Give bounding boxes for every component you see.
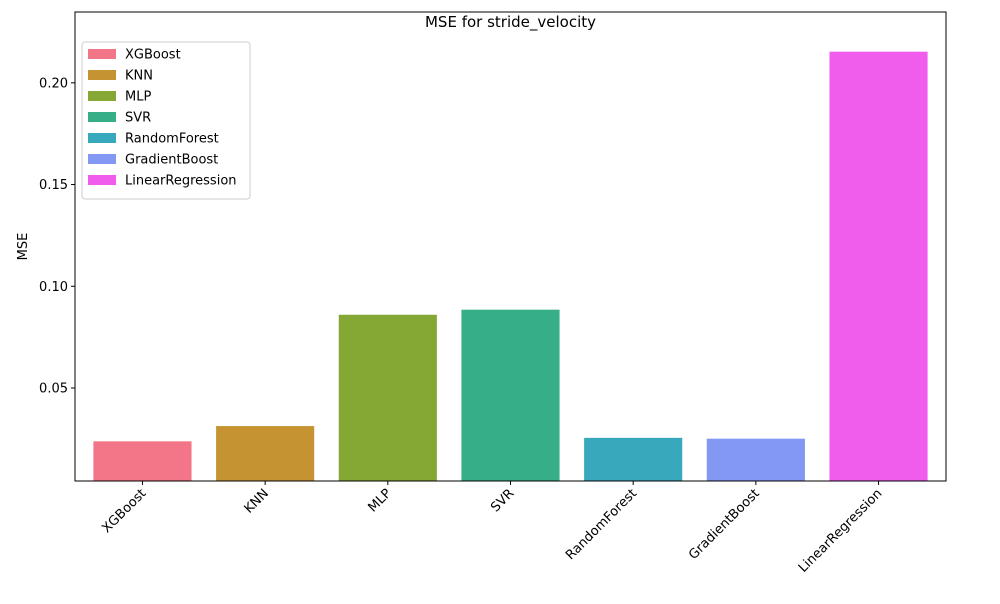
y-tick-label: 0.05 <box>39 382 68 397</box>
plot-frame <box>74 11 947 482</box>
bar-gradientboost <box>706 438 805 481</box>
bar-knn <box>216 426 315 481</box>
legend-swatch-linearregression <box>88 175 116 185</box>
bars-layer <box>93 51 928 482</box>
legend-label: SVR <box>125 111 151 126</box>
y-tick-label: 0.20 <box>39 76 68 91</box>
legend-label: KNN <box>125 69 153 84</box>
bar-randomforest <box>584 437 683 481</box>
legend-swatch-knn <box>88 70 116 80</box>
legend-label: MLP <box>125 90 151 105</box>
bar-svr <box>461 309 560 481</box>
y-tick-label: 0.10 <box>39 280 68 295</box>
legend-label: GradientBoost <box>125 153 218 168</box>
bar-xgboost <box>93 441 192 481</box>
bar-linearregression <box>829 51 928 482</box>
legend-swatch-svr <box>88 112 116 122</box>
bar-mlp <box>338 314 437 481</box>
legend-swatch-mlp <box>88 91 116 101</box>
legend-label: XGBoost <box>125 48 181 63</box>
legend-swatch-xgboost <box>88 49 116 59</box>
legend: XGBoost KNN MLP SVR RandomForest GradientBoos… <box>81 41 251 200</box>
y-axis-ticks: 0.05 0.10 0.15 0.20 <box>39 76 75 397</box>
legend-label: LinearRegression <box>125 174 237 189</box>
legend-label: RandomForest <box>125 132 219 147</box>
y-axis-label: MSE <box>16 233 31 261</box>
legend-box <box>81 41 251 200</box>
legend-swatch-gradientboost <box>88 154 116 164</box>
legend-swatch-randomforest <box>88 133 116 143</box>
y-tick-label: 0.15 <box>39 178 68 193</box>
chart-title: MSE for stride_velocity <box>425 13 596 32</box>
